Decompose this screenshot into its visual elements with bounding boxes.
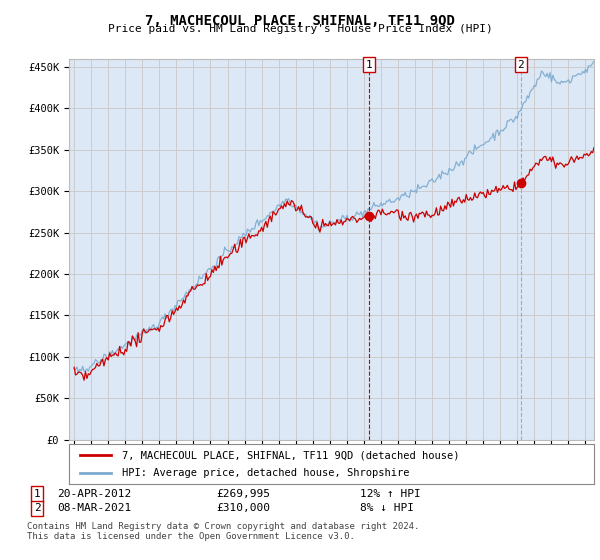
Text: Contains HM Land Registry data © Crown copyright and database right 2024.
This d: Contains HM Land Registry data © Crown c…: [27, 522, 419, 542]
Text: 7, MACHECOUL PLACE, SHIFNAL, TF11 9QD (detached house): 7, MACHECOUL PLACE, SHIFNAL, TF11 9QD (d…: [121, 450, 459, 460]
Text: HPI: Average price, detached house, Shropshire: HPI: Average price, detached house, Shro…: [121, 468, 409, 478]
Text: 08-MAR-2021: 08-MAR-2021: [57, 503, 131, 514]
Text: 2: 2: [34, 503, 41, 514]
Text: 7, MACHECOUL PLACE, SHIFNAL, TF11 9QD: 7, MACHECOUL PLACE, SHIFNAL, TF11 9QD: [145, 14, 455, 28]
Text: £310,000: £310,000: [216, 503, 270, 514]
Text: 1: 1: [34, 489, 41, 499]
Text: Price paid vs. HM Land Registry's House Price Index (HPI): Price paid vs. HM Land Registry's House …: [107, 24, 493, 34]
Text: 20-APR-2012: 20-APR-2012: [57, 489, 131, 499]
Text: £269,995: £269,995: [216, 489, 270, 499]
Text: 8% ↓ HPI: 8% ↓ HPI: [360, 503, 414, 514]
Text: 2: 2: [517, 59, 524, 69]
Text: 12% ↑ HPI: 12% ↑ HPI: [360, 489, 421, 499]
Text: 1: 1: [365, 59, 373, 69]
